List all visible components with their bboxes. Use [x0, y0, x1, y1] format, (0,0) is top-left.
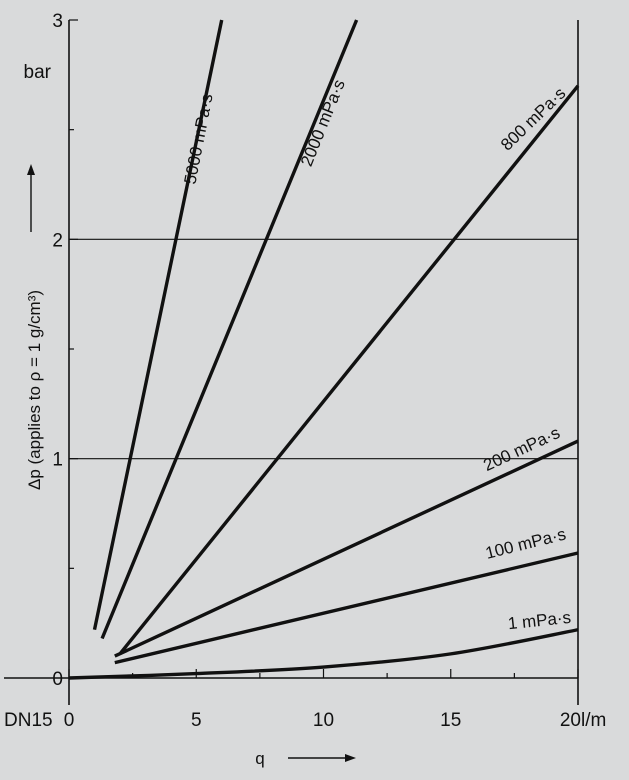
y-tick-label: 1 [52, 450, 63, 471]
x-axis-arrow-head [345, 754, 356, 762]
series-line [114, 551, 579, 665]
x-unit-label: l/m [581, 710, 606, 731]
x-tick-label: 0 [64, 710, 75, 731]
y-axis-arrow-head [27, 164, 35, 175]
series-label: 1 mPa·s [507, 608, 572, 634]
y-tick-label: 3 [52, 11, 63, 32]
y-tick-label: 0 [52, 669, 63, 690]
y-tick-label: 2 [52, 230, 63, 251]
x-axis-title: q [255, 749, 264, 768]
series-label: 5000 mPa·s [181, 92, 217, 186]
y-axis-title: Δp (applies to ρ = 1 g/cm³) [25, 290, 44, 490]
series-line [68, 628, 579, 680]
x-tick-label: 5 [191, 710, 202, 731]
x-tick-label: 15 [440, 710, 461, 731]
series-line [92, 19, 224, 631]
series-line [114, 439, 579, 658]
series-line [100, 19, 359, 640]
series-line [118, 84, 580, 655]
corner-label: DN15 [4, 710, 53, 731]
series-label: 2000 mPa·s [297, 77, 349, 169]
x-tick-label: 20 [560, 710, 581, 731]
y-unit-label: bar [24, 62, 52, 83]
x-tick-label: 10 [313, 710, 334, 731]
